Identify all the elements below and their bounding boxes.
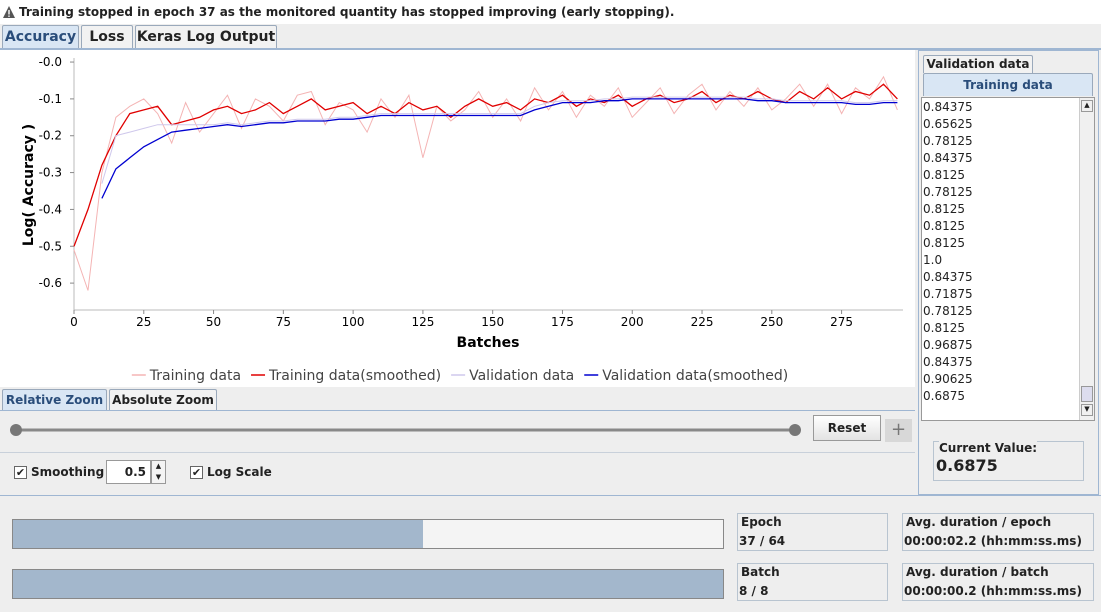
- tab[interactable]: Loss: [81, 25, 133, 48]
- warning-icon: [3, 6, 15, 18]
- x-tick-label: 200: [621, 315, 644, 329]
- x-tick-label: 0: [70, 315, 78, 329]
- side-panel: [918, 50, 1099, 495]
- legend-label: Validation data(smoothed): [602, 368, 788, 384]
- list-item: 0.6875: [923, 389, 965, 403]
- add-button[interactable]: +: [885, 419, 912, 442]
- chart: Batches Log( Accuracy ) -0.0 -0.1 -0.2 -0.3…: [0, 50, 915, 387]
- list-item: 0.84375: [923, 151, 973, 165]
- x-tick-label: 25: [136, 315, 151, 329]
- list-item: 0.96875: [923, 338, 973, 352]
- smoothing-checkbox[interactable]: ✔: [14, 466, 27, 479]
- duration: Avg. duration / epoch 00:00:02.2 (hh:mm:s…: [902, 513, 1094, 551]
- series-line: [73, 83, 898, 247]
- zoom-slider[interactable]: [8, 420, 808, 440]
- progress-fill: [13, 520, 424, 548]
- zoom-border: [0, 410, 915, 411]
- tab-border: [0, 48, 1101, 50]
- progress-count: Epoch 37 / 64: [737, 513, 888, 551]
- x-tick-label: 150: [481, 315, 504, 329]
- x-tick-label: 100: [342, 315, 365, 329]
- legend-label: Training data(smoothed): [268, 368, 441, 384]
- progress-count-value: 37 / 64: [739, 534, 786, 548]
- tab[interactable]: Keras Log Output: [135, 25, 277, 48]
- tab[interactable]: Accuracy: [2, 25, 79, 49]
- progress-count-value: 8 / 8: [739, 584, 769, 598]
- y-tick-label: -0.6: [39, 276, 62, 290]
- list-item: 0.8125: [923, 321, 965, 335]
- list-item: 0.78125: [923, 185, 973, 199]
- progress-fill: [13, 570, 723, 598]
- side-tab[interactable]: Validation data: [923, 55, 1033, 73]
- zoom-tab[interactable]: Relative Zoom: [2, 389, 107, 410]
- x-tick-label: 50: [206, 315, 221, 329]
- list-item: 1.0: [923, 253, 943, 267]
- progress-count-label: Epoch: [741, 515, 782, 529]
- list-item: 0.78125: [923, 304, 973, 318]
- list-item: 0.8125: [923, 219, 965, 233]
- duration-label: Avg. duration / batch: [906, 565, 1049, 579]
- value-list: ▲ ▼ 0.84375 0.65625 0.78125 0.84375 0.8125 0.…: [921, 97, 1095, 421]
- x-tick-label: 75: [276, 315, 291, 329]
- x-tick-label: 250: [760, 315, 783, 329]
- x-axis-label: Batches: [457, 335, 520, 351]
- list-item: 0.84375: [923, 100, 973, 114]
- list-item: 0.65625: [923, 117, 973, 131]
- scroll-up[interactable]: ▲: [1081, 100, 1093, 112]
- spinner[interactable]: ▲ ▼: [151, 460, 166, 484]
- x-tick-label: 175: [551, 315, 574, 329]
- current-value: 0.6875: [936, 456, 998, 475]
- status-bar: Training stopped in epoch 37 as the moni…: [0, 0, 1101, 24]
- list-item: 0.84375: [923, 355, 973, 369]
- x-tick-label: 275: [830, 315, 853, 329]
- y-tick-label: -0.5: [39, 239, 62, 253]
- x-tick-label: 125: [411, 315, 434, 329]
- y-tick-label: -0.3: [39, 166, 62, 180]
- scroll-down[interactable]: ▼: [1081, 404, 1093, 416]
- duration-value: 00:00:02.2 (hh:mm:ss.ms): [904, 534, 1082, 548]
- list-item: 0.84375: [923, 270, 973, 284]
- smoothing-input[interactable]: 0.5: [106, 460, 151, 484]
- progress-count: Batch 8 / 8: [737, 563, 888, 601]
- separator: [0, 452, 915, 453]
- legend-label: Training data: [149, 368, 241, 384]
- current-value-box: Current Value: 0.6875: [933, 441, 1084, 481]
- list-item: 0.8125: [923, 236, 965, 250]
- y-tick-label: -0.4: [39, 202, 62, 216]
- list-item: 0.8125: [923, 168, 965, 182]
- smoothing-label: Smoothing: [31, 465, 105, 479]
- log-scale-checkbox[interactable]: ✔: [190, 466, 203, 479]
- zoom-tab[interactable]: Absolute Zoom: [109, 389, 217, 410]
- side-tab[interactable]: Training data: [923, 73, 1093, 96]
- scroll-thumb[interactable]: [1081, 386, 1093, 402]
- list-item: 0.78125: [923, 134, 973, 148]
- separator: [0, 495, 1101, 496]
- list-item: 0.90625: [923, 372, 973, 386]
- status-text: Training stopped in epoch 37 as the moni…: [19, 5, 675, 19]
- scrollbar[interactable]: ▲ ▼: [1079, 98, 1094, 420]
- duration-value: 00:00:00.2 (hh:mm:ss.ms): [904, 584, 1082, 598]
- series-line: [101, 96, 898, 184]
- y-tick-label: -0.2: [39, 129, 62, 143]
- progress-bar: [12, 519, 724, 549]
- list-item: 0.8125: [923, 202, 965, 216]
- current-value-label: Current Value:: [939, 441, 1038, 455]
- reset-button[interactable]: Reset: [813, 415, 881, 441]
- y-tick-label: -0.0: [39, 55, 62, 69]
- x-tick-label: 225: [691, 315, 714, 329]
- y-tick-label: -0.1: [39, 92, 62, 106]
- duration-label: Avg. duration / epoch: [906, 515, 1052, 529]
- log-scale-label: Log Scale: [207, 465, 272, 479]
- progress-count-label: Batch: [741, 565, 780, 579]
- series-line: [73, 75, 898, 291]
- legend-label: Validation data: [469, 368, 574, 384]
- series-line: [101, 98, 898, 199]
- duration: Avg. duration / batch 00:00:00.2 (hh:mm:s…: [902, 563, 1094, 601]
- list-item: 0.71875: [923, 287, 973, 301]
- y-axis-label: Log( Accuracy ): [21, 124, 37, 246]
- progress-bar: [12, 569, 724, 599]
- chart-background: [0, 50, 915, 387]
